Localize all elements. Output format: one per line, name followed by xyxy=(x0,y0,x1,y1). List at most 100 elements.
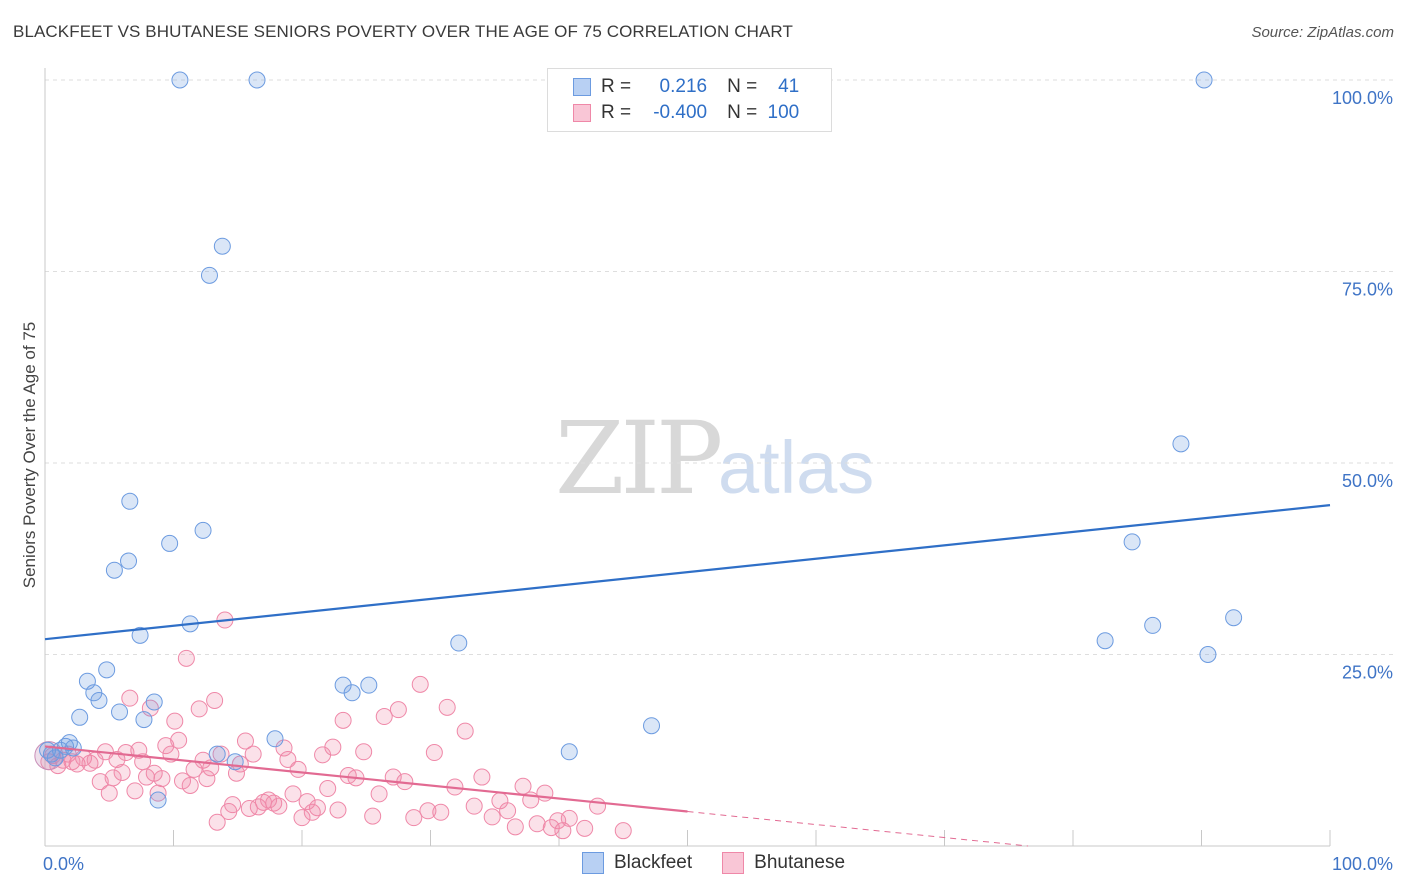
blackfeet-point xyxy=(266,730,284,748)
watermark-zip: ZIP xyxy=(555,400,723,517)
bhutanese-point xyxy=(284,785,302,803)
blackfeet-point xyxy=(1199,646,1217,663)
chart-title: BLACKFEET VS BHUTANESE SENIORS POVERTY O… xyxy=(13,22,793,41)
y-tick-label: 100.0% xyxy=(1332,88,1393,108)
bhutanese-point xyxy=(240,799,258,817)
bhutanese-point xyxy=(419,802,437,820)
blackfeet-point xyxy=(161,534,179,552)
bhutanese-point xyxy=(425,744,443,762)
y-tick-label: 75.0% xyxy=(1342,280,1393,300)
bhutanese-point xyxy=(560,809,578,827)
legend-n-value: 41 xyxy=(772,76,800,97)
bhutanese-trendline-extension xyxy=(687,811,1029,847)
bhutanese-point xyxy=(576,819,594,837)
bhutanese-point xyxy=(170,731,188,749)
legend-swatch-blackfeet xyxy=(573,78,591,96)
bhutanese-point xyxy=(166,712,184,730)
blackfeet-point xyxy=(105,561,123,579)
bhutanese-point xyxy=(68,755,86,773)
legend-r-value: 0.216 xyxy=(654,76,708,97)
blackfeet-point xyxy=(71,708,89,726)
bhutanese-point xyxy=(308,799,326,817)
bhutanese-point xyxy=(375,708,393,726)
blackfeet-point xyxy=(90,691,108,709)
bhutanese-point xyxy=(100,784,118,802)
blackfeet-point xyxy=(1225,609,1243,627)
bhutanese-point xyxy=(432,803,450,821)
bhutanese-point xyxy=(298,793,316,811)
bhutanese-point xyxy=(499,802,517,820)
bhutanese-point xyxy=(506,818,524,836)
bhutanese-point xyxy=(589,797,607,815)
bhutanese-point xyxy=(113,763,131,781)
bhutanese-point xyxy=(206,691,224,709)
bhutanese-point xyxy=(370,785,388,803)
watermark-atlas: atlas xyxy=(718,426,875,509)
y-tick-label: 25.0% xyxy=(1342,663,1393,683)
legend-r-value: -0.400 xyxy=(653,102,708,123)
bhutanese-point xyxy=(181,776,199,794)
blackfeet-point xyxy=(200,266,218,284)
blackfeet-point xyxy=(171,71,189,89)
blackfeet-point xyxy=(111,703,129,721)
bottom-legend-label-blackfeet: Blackfeet xyxy=(614,852,693,873)
bhutanese-point xyxy=(130,741,148,759)
bhutanese-point xyxy=(190,700,208,718)
bhutanese-point xyxy=(260,791,278,809)
bottom-legend: Blackfeet Bhutanese xyxy=(582,852,845,874)
blackfeet-point xyxy=(248,71,266,89)
bhutanese-point xyxy=(483,808,501,826)
blackfeet-point xyxy=(560,743,578,761)
bottom-legend-swatch-bhutanese xyxy=(722,852,745,874)
blackfeet-point xyxy=(135,711,153,729)
bhutanese-point xyxy=(224,796,242,814)
legend-box: R = 0.216 N = 41 R = -0.400 N = 100 xyxy=(547,68,832,132)
bhutanese-point xyxy=(289,760,307,778)
legend-row-bhutanese: R = -0.400 N = 100 xyxy=(573,101,799,125)
bhutanese-point xyxy=(270,797,288,815)
bhutanese-point xyxy=(212,745,230,763)
blackfeet-point xyxy=(343,684,361,702)
bhutanese-point xyxy=(91,773,109,791)
bhutanese-point xyxy=(81,754,99,772)
y-tick-label: 50.0% xyxy=(1342,471,1393,491)
bhutanese-point xyxy=(126,782,144,800)
bhutanese-point xyxy=(279,750,297,768)
bhutanese-point xyxy=(275,739,293,757)
blackfeet-point xyxy=(194,521,212,539)
bhutanese-point xyxy=(303,803,321,821)
bottom-legend-swatch-blackfeet xyxy=(582,852,604,874)
legend-r-label: R = xyxy=(601,102,632,123)
bhutanese-point xyxy=(117,744,135,762)
bhutanese-point xyxy=(329,801,347,819)
blackfeet-point xyxy=(208,745,226,763)
blackfeet-trendline xyxy=(44,504,1331,641)
bhutanese-point xyxy=(208,813,226,831)
bhutanese-point xyxy=(614,822,632,840)
blackfeet-point xyxy=(1195,71,1213,89)
bhutanese-trendline xyxy=(44,745,688,813)
bhutanese-point xyxy=(153,770,171,788)
x-tick-label: 100.0% xyxy=(1332,854,1393,874)
blackfeet-point xyxy=(149,791,167,809)
blackfeet-point xyxy=(360,676,378,694)
bhutanese-point xyxy=(198,770,216,788)
blackfeet-point xyxy=(1144,616,1162,634)
blackfeet-point xyxy=(1096,632,1114,650)
bhutanese-point xyxy=(389,701,407,719)
bhutanese-point xyxy=(411,675,429,693)
bhutanese-point xyxy=(265,794,283,812)
bhutanese-point xyxy=(104,769,122,787)
bhutanese-point xyxy=(177,649,195,667)
legend-row-blackfeet: R = 0.216 N = 41 xyxy=(573,75,799,99)
legend-n-label: N = xyxy=(727,76,758,97)
bhutanese-point xyxy=(528,815,546,833)
x-tick-label: 0.0% xyxy=(43,854,84,874)
bhutanese-point xyxy=(364,807,382,825)
blackfeet-point xyxy=(145,693,163,711)
bhutanese-point xyxy=(236,732,254,750)
blackfeet-point xyxy=(121,492,139,510)
bhutanese-point xyxy=(456,722,474,740)
blackfeet-point xyxy=(1172,435,1190,453)
